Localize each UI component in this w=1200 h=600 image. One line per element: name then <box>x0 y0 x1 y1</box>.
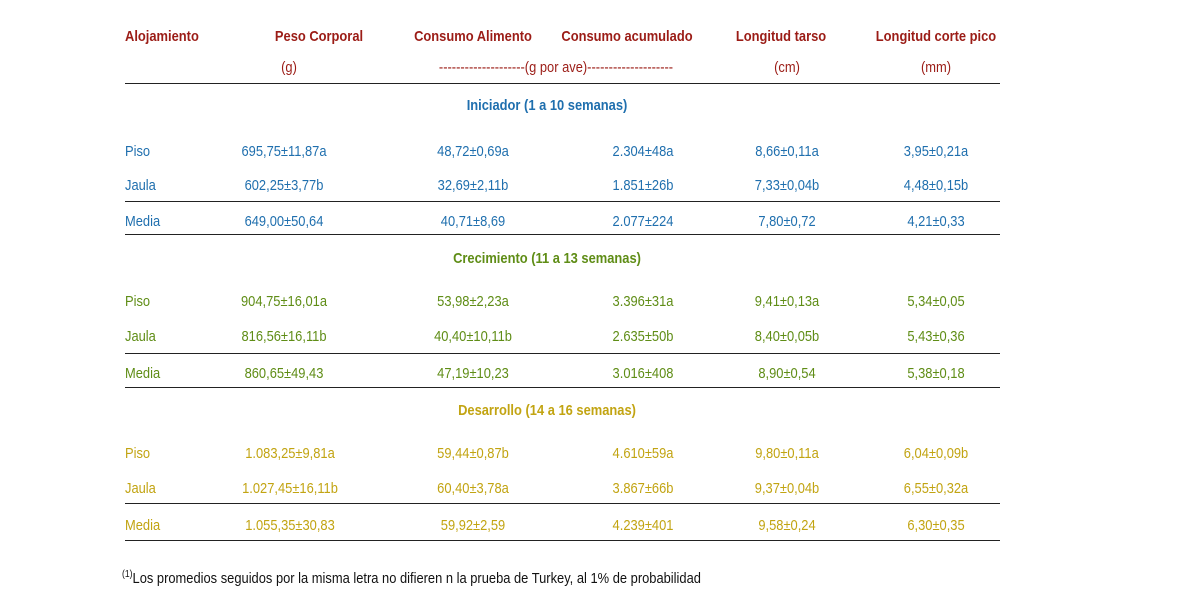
row-label: Piso <box>125 143 151 160</box>
cell-pico: 5,43±0,36 <box>907 328 965 345</box>
cell-consumo: 40,40±10,11b <box>434 328 512 345</box>
cell-peso: 1.027,45±16,11b <box>242 480 338 497</box>
header-rule <box>125 83 1000 84</box>
row-label: Piso <box>125 445 151 462</box>
cell-tarso: 8,90±0,54 <box>758 365 816 382</box>
cell-peso: 860,65±49,43 <box>244 365 324 382</box>
unit-pico: (mm) <box>920 59 952 76</box>
cell-peso: 1.055,35±30,83 <box>245 517 335 534</box>
cell-acumulado: 3.016±408 <box>612 365 674 382</box>
cell-tarso: 8,66±0,11a <box>755 143 819 160</box>
row-label: Jaula <box>125 480 156 497</box>
cell-tarso: 9,41±0,13a <box>754 293 820 310</box>
header-longitud-tarso: Longitud tarso <box>735 28 827 45</box>
section-rule <box>125 234 1000 235</box>
cell-tarso: 9,37±0,04b <box>754 480 820 497</box>
cell-consumo: 32,69±2,11b <box>437 177 509 194</box>
cell-peso: 695,75±11,87a <box>241 143 327 160</box>
bottom-rule <box>125 540 1000 541</box>
cell-tarso: 9,58±0,24 <box>758 517 816 534</box>
unit-tarso: (cm) <box>774 59 800 76</box>
header-longitud-corte-pico: Longitud corte pico <box>875 28 997 45</box>
cell-consumo: 60,40±3,78a <box>437 480 509 497</box>
header-consumo-acumulado: Consumo acumulado <box>561 28 693 45</box>
section-title-desarrollo: Desarrollo (14 a 16 semanas) <box>458 402 636 419</box>
cell-peso: 816,56±16,11b <box>241 328 327 345</box>
cell-peso: 649,00±50,64 <box>244 213 324 230</box>
cell-pico: 6,04±0,09b <box>903 445 969 462</box>
cell-consumo: 59,92±2,59 <box>440 517 506 534</box>
cell-peso: 1.083,25±9,81a <box>245 445 335 462</box>
cell-acumulado: 1.851±26b <box>612 177 674 194</box>
cell-pico: 4,21±0,33 <box>907 213 965 230</box>
cell-acumulado: 3.396±31a <box>612 293 674 310</box>
header-consumo-alimento: Consumo Alimento <box>414 28 532 45</box>
cell-peso: 904,75±16,01a <box>241 293 327 310</box>
row-rule <box>125 353 1000 354</box>
cell-acumulado: 2.077±224 <box>612 213 674 230</box>
header-alojamiento: Alojamiento <box>125 28 199 45</box>
cell-pico: 6,30±0,35 <box>907 517 965 534</box>
cell-acumulado: 4.239±401 <box>612 517 674 534</box>
cell-consumo: 53,98±2,23a <box>437 293 509 310</box>
cell-tarso: 9,80±0,11a <box>755 445 819 462</box>
row-label: Jaula <box>125 328 156 345</box>
cell-tarso: 7,80±0,72 <box>758 213 816 230</box>
row-label: Media <box>125 213 161 230</box>
row-rule <box>125 201 1000 202</box>
footnote-text: Los promedios seguidos por la misma letr… <box>132 570 701 587</box>
row-label: Jaula <box>125 177 156 194</box>
cell-pico: 5,34±0,05 <box>907 293 965 310</box>
cell-acumulado: 2.304±48a <box>612 143 674 160</box>
unit-consumo: --------------------(g por ave)---------… <box>438 59 674 76</box>
cell-acumulado: 2.635±50b <box>612 328 674 345</box>
cell-tarso: 8,40±0,05b <box>754 328 820 345</box>
cell-peso: 602,25±3,77b <box>244 177 324 194</box>
cell-consumo: 59,44±0,87b <box>437 445 509 462</box>
row-rule <box>125 503 1000 504</box>
cell-tarso: 7,33±0,04b <box>754 177 820 194</box>
cell-consumo: 40,71±8,69 <box>440 213 506 230</box>
row-label: Piso <box>125 293 151 310</box>
cell-pico: 4,48±0,15b <box>903 177 969 194</box>
section-title-crecimiento: Crecimiento (11 a 13 semanas) <box>453 250 641 267</box>
header-peso-corporal: Peso Corporal <box>274 28 364 45</box>
cell-acumulado: 3.867±66b <box>612 480 674 497</box>
cell-consumo: 48,72±0,69a <box>437 143 509 160</box>
row-label: Media <box>125 365 161 382</box>
cell-pico: 3,95±0,21a <box>903 143 969 160</box>
cell-pico: 6,55±0,32a <box>903 480 969 497</box>
cell-consumo: 47,19±10,23 <box>437 365 509 382</box>
unit-peso: (g) <box>281 59 297 76</box>
section-title-iniciador: Iniciador (1 a 10 semanas) <box>466 97 628 114</box>
cell-acumulado: 4.610±59a <box>612 445 674 462</box>
cell-pico: 5,38±0,18 <box>907 365 965 382</box>
section-rule <box>125 387 1000 388</box>
row-label: Media <box>125 517 161 534</box>
footnote-marker: (1) <box>122 569 133 580</box>
footnote: (1)Los promedios seguidos por la misma l… <box>122 566 701 588</box>
